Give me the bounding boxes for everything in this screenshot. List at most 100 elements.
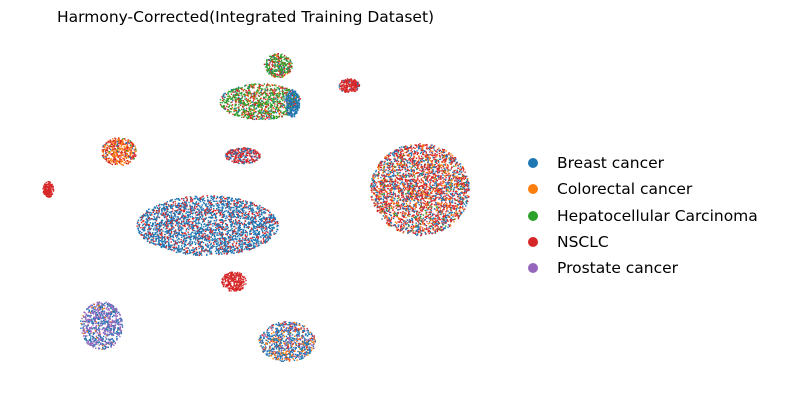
scatter-point: [408, 161, 410, 164]
scatter-point: [236, 113, 238, 115]
scatter-point: [405, 170, 407, 173]
scatter-point: [237, 98, 239, 100]
scatter-point: [397, 202, 400, 204]
scatter-point: [445, 220, 448, 222]
scatter-point: [428, 168, 431, 171]
scatter-point: [417, 214, 420, 216]
scatter-point: [264, 110, 266, 113]
scatter-point: [272, 91, 274, 93]
scatter-point: [240, 148, 242, 150]
scatter-point: [275, 75, 277, 77]
scatter-point: [403, 154, 406, 157]
scatter-point: [248, 117, 250, 120]
scatter-point: [415, 224, 417, 226]
scatter-point: [235, 158, 237, 160]
scatter-point: [416, 220, 419, 222]
scatter-point: [400, 189, 402, 191]
scatter-point: [383, 184, 386, 186]
scatter-point: [392, 212, 395, 215]
scatter-point: [227, 93, 229, 95]
scatter-point: [436, 202, 439, 205]
scatter-point: [121, 152, 123, 154]
scatter-point: [394, 160, 397, 162]
scatter-point: [392, 152, 394, 154]
scatter-point: [396, 203, 398, 205]
scatter-point: [458, 203, 461, 205]
scatter-point: [347, 85, 350, 87]
scatter-point: [242, 150, 244, 153]
scatter-point: [293, 99, 296, 102]
scatter-point: [119, 139, 122, 142]
scatter-point: [392, 154, 394, 156]
scatter-point: [278, 74, 280, 77]
scatter-point: [443, 159, 445, 161]
scatter-point: [428, 188, 431, 190]
scatter-point: [236, 87, 238, 89]
scatter-point: [126, 150, 128, 152]
scatter-point: [456, 213, 459, 216]
scatter-point: [229, 96, 231, 98]
scatter-point: [443, 192, 445, 194]
scatter-point: [405, 188, 407, 191]
scatter-point: [355, 84, 357, 87]
scatter-point: [112, 162, 115, 164]
scatter-point: [416, 230, 419, 233]
scatter-point: [412, 189, 415, 191]
scatter-point: [268, 84, 270, 87]
scatter-point: [397, 174, 399, 177]
scatter-point: [113, 142, 115, 144]
scatter-point: [396, 188, 398, 190]
scatter-point: [459, 205, 462, 208]
scatter-point: [133, 149, 135, 151]
scatter-point: [435, 195, 437, 197]
scatter-point: [126, 145, 128, 147]
scatter-point: [442, 174, 444, 176]
scatter-point: [381, 193, 383, 195]
scatter-point: [433, 149, 436, 151]
scatter-point: [249, 116, 252, 119]
scatter-point: [251, 156, 253, 158]
scatter-point: [269, 102, 271, 104]
scatter-point: [266, 113, 269, 115]
scatter-point: [353, 82, 355, 84]
scatter-point: [123, 149, 125, 151]
scatter-point: [431, 151, 433, 154]
scatter-point: [228, 111, 231, 113]
scatter-point: [423, 176, 426, 178]
scatter-point: [405, 195, 407, 197]
scatter-point: [450, 220, 452, 223]
scatter-point: [434, 163, 436, 166]
scatter-point: [385, 197, 388, 199]
scatter-point: [440, 226, 442, 229]
scatter-point: [456, 215, 459, 218]
scatter-point: [278, 63, 280, 65]
scatter-point: [428, 202, 430, 204]
scatter-point: [449, 185, 452, 187]
scatter-point: [461, 203, 464, 205]
scatter-point: [268, 71, 271, 73]
scatter-point: [402, 204, 405, 206]
scatter-point: [384, 217, 386, 219]
scatter-point: [354, 81, 356, 83]
scatter-point: [236, 91, 238, 94]
scatter-point: [445, 206, 447, 208]
scatter-point: [286, 104, 288, 107]
scatter-point: [451, 214, 453, 216]
scatter-point: [123, 151, 126, 154]
scatter-point: [371, 199, 373, 201]
scatter-point: [253, 83, 255, 85]
scatter-point: [279, 70, 281, 72]
scatter-point: [388, 220, 390, 223]
scatter-point: [419, 222, 421, 225]
scatter-point: [288, 91, 290, 94]
scatter-point: [443, 167, 445, 169]
scatter-point: [272, 64, 274, 66]
scatter-point: [428, 226, 431, 228]
scatter-point: [450, 197, 453, 200]
scatter-point: [283, 111, 285, 113]
scatter-point: [416, 218, 418, 220]
scatter-point: [116, 149, 118, 151]
scatter-point: [378, 197, 380, 199]
scatter-point: [346, 85, 348, 87]
scatter-point: [400, 158, 402, 160]
